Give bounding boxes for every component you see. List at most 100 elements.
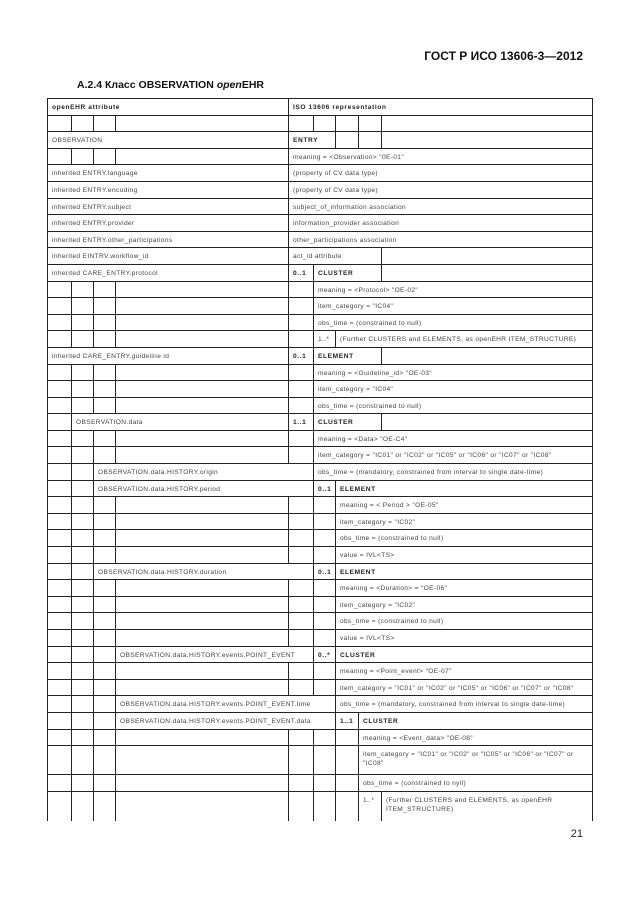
empty-cell	[94, 115, 116, 133]
empty-cell	[94, 580, 116, 597]
empty-cell	[289, 547, 314, 564]
empty-cell	[72, 513, 94, 531]
empty-cell	[116, 580, 289, 597]
table-row: meaning = <Observation> "0E-01"	[48, 148, 593, 166]
table-cell: OBSERVATION.data.HISTORY.events.POINT_EV…	[116, 646, 314, 664]
table-row: obs_time = (constrained to nyll)	[48, 775, 593, 792]
table-cell: ELEMENT	[336, 480, 593, 498]
table-cell: meaning = <Observation> "0E-01"	[289, 148, 593, 166]
table-cell: inherited EINTRV.workflow_id	[48, 248, 289, 265]
table-row: OBSERVATION.data.HISTORY.period 0..1 ELEME…	[48, 480, 593, 498]
empty-cell	[289, 281, 314, 299]
empty-cell	[94, 314, 116, 332]
table-row: OBSERVATION.data 1..1 CLUSTER	[48, 414, 593, 431]
empty-cell	[289, 331, 314, 348]
empty-cell	[289, 298, 314, 315]
table-cell: obs_time = (constrained to null)	[314, 314, 593, 332]
empty-cell	[94, 712, 116, 730]
empty-cell	[94, 447, 116, 465]
empty-cell	[72, 397, 94, 415]
empty-cell	[48, 746, 72, 776]
empty-cell	[94, 630, 116, 647]
empty-cell	[289, 497, 314, 514]
table-cell: OBSERVATION.data.HISTORY.events.POINT_EV…	[116, 696, 336, 713]
table-cell: inherited ENTRY.subject	[48, 198, 289, 216]
empty-cell	[94, 513, 116, 531]
empty-cell	[116, 775, 289, 792]
table-cell: OBSERVATION.data.HISTORY.origin	[94, 464, 314, 481]
empty-cell	[289, 381, 314, 398]
empty-cell	[48, 430, 72, 448]
table-cell: inherited CARE_ENTRY.guideline id	[48, 347, 289, 365]
empty-cell	[359, 115, 382, 133]
table-cell: OBSERVATION.data.HISTORY.events.POINT_EV…	[116, 712, 336, 730]
empty-cell	[94, 547, 116, 564]
table-cell: meaning = <Data> "OE-C4"	[314, 430, 593, 448]
empty-cell	[289, 775, 314, 792]
table-cell: item_category = "IC04"	[314, 298, 593, 315]
empty-cell	[116, 513, 289, 531]
table-row: item_category = "IC01" or "IC02" or "IC0…	[48, 679, 593, 697]
empty-cell	[48, 679, 72, 697]
mapping-table: openEHR attribute ISO 13606 representatio…	[47, 98, 593, 821]
table-row: value = IVL<TS>	[48, 630, 593, 647]
table-cell: obs_time = (constrained to null)	[336, 530, 593, 548]
empty-cell	[94, 679, 116, 697]
table-row: inherited ENTRY.language (property of CV …	[48, 165, 593, 182]
empty-cell	[72, 115, 94, 133]
table-row: inherited ENTRY.encoding (property of CV …	[48, 181, 593, 199]
empty-cell	[48, 596, 72, 614]
empty-cell	[72, 314, 94, 332]
empty-cell	[289, 364, 314, 382]
empty-cell	[314, 547, 336, 564]
table-cell: 0..*	[314, 646, 336, 664]
empty-cell	[72, 464, 94, 481]
empty-cell	[94, 497, 116, 514]
empty-cell	[72, 381, 94, 398]
empty-cell	[72, 712, 94, 730]
empty-cell	[94, 746, 116, 776]
empty-cell	[314, 679, 336, 697]
table-cell: obs_time = (mandatory, constrained from …	[336, 696, 593, 713]
table-row: item_category = "IC01" or "IC02" or "IC0…	[48, 746, 593, 776]
empty-cell	[382, 115, 593, 133]
empty-cell	[116, 497, 289, 514]
table-cell: OBSERVATION.data.HISTORY.duration	[94, 563, 314, 581]
empty-cell	[72, 430, 94, 448]
empty-cell	[72, 646, 94, 664]
empty-cell	[72, 775, 94, 792]
table-cell: item_category = "IC01" or "IC02" or "IC0…	[314, 447, 593, 465]
table-cell: OBSERVATION.data	[72, 414, 289, 431]
table-cell: 1..1	[336, 712, 359, 730]
empty-cell	[72, 663, 94, 680]
table-cell: obs_time = (constrained to nyll)	[359, 775, 593, 792]
table-cell: CLUSTER	[359, 712, 593, 730]
empty-cell	[48, 364, 72, 382]
table-cell: 1..*	[314, 331, 336, 348]
table-cell: 1..1	[289, 414, 314, 431]
table-cell: CLUSTER	[336, 646, 593, 664]
empty-cell	[116, 729, 289, 747]
table-cell: inherited ENTRY.language	[48, 165, 289, 182]
table-row: meaning = <Duration> = "OE-06"	[48, 580, 593, 597]
empty-cell	[48, 497, 72, 514]
empty-cell	[94, 298, 116, 315]
empty-cell	[289, 430, 314, 448]
empty-cell	[116, 530, 289, 548]
empty-cell	[336, 132, 359, 149]
table-row: 1..* (Further CLUSTERS and ELEMENTS, as o…	[48, 791, 593, 821]
table-cell: value = IVL<TS>	[336, 547, 593, 564]
section-title-main: A.2.4 Класс OBSERVATION	[77, 79, 217, 91]
empty-cell	[94, 148, 116, 166]
empty-cell	[289, 663, 314, 680]
table-cell: (property of CV data type)	[289, 165, 593, 182]
empty-cell	[289, 447, 314, 465]
table-cell: item_category = "IC02"	[336, 596, 593, 614]
empty-cell	[48, 696, 72, 713]
empty-cell	[72, 547, 94, 564]
table-cell: meaning = < Period > "OE-05"	[336, 497, 593, 514]
empty-cell	[289, 791, 314, 821]
table-cell: (Further CLUSTERS and ELEMENTS, as openE…	[382, 791, 593, 821]
empty-cell	[48, 563, 72, 581]
table-row: meaning = <Point_event> "OE-07"	[48, 663, 593, 680]
